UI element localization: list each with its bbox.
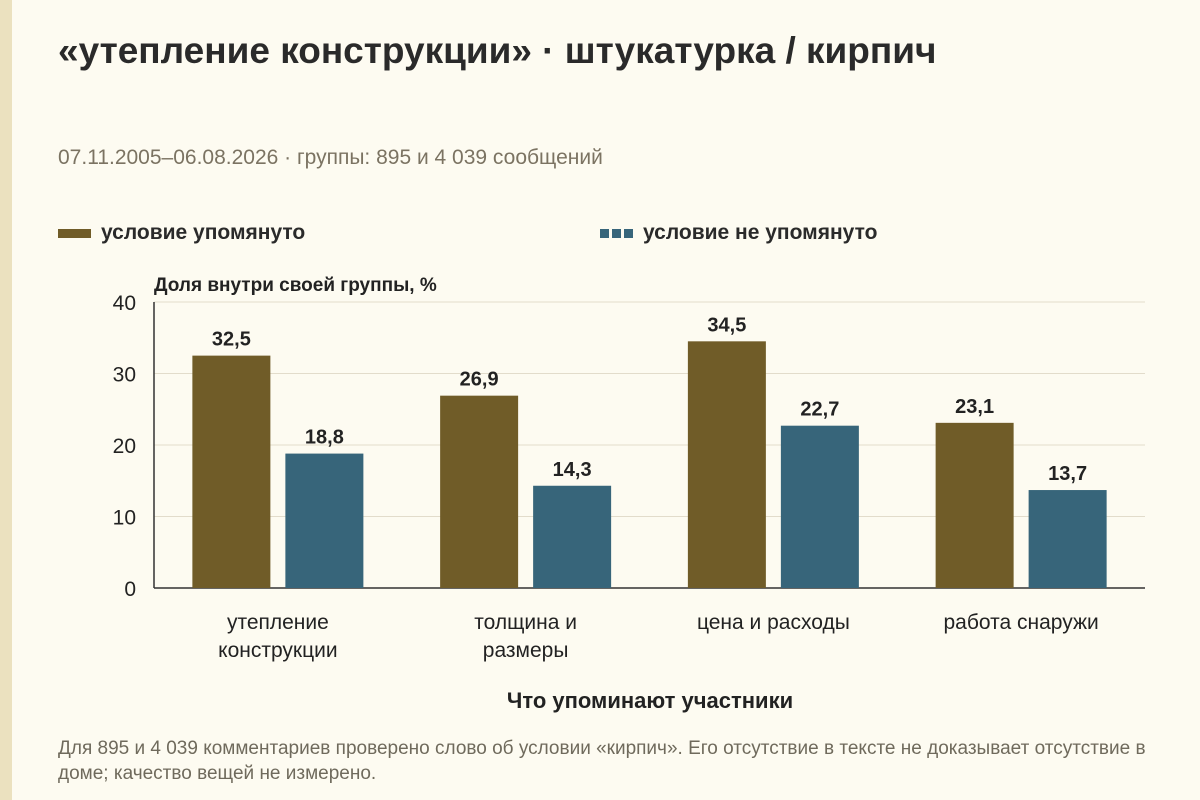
footnote: Для 895 и 4 039 комментариев проверено с… <box>58 738 1146 784</box>
x-tick-label: работа снаружи <box>944 611 1099 634</box>
data-label: 13,7 <box>1048 463 1087 485</box>
chart-subtitle: 07.11.2005–06.08.2026 · группы: 895 и 4 … <box>58 146 603 169</box>
bar-mentioned <box>440 395 519 588</box>
data-label: 18,8 <box>305 427 344 449</box>
legend-item-mentioned: условие упомянуто <box>58 218 305 248</box>
x-tick-label: утепление конструкции <box>218 611 337 662</box>
legend-label-mentioned: условие упомянуто <box>101 221 306 244</box>
y-tick-label: 10 <box>113 507 136 530</box>
x-axis-label: Что упоминают участники <box>507 688 793 713</box>
data-label: 22,7 <box>800 399 839 421</box>
bar-not-mentioned <box>533 485 612 588</box>
data-label: 14,3 <box>553 459 592 481</box>
y-tick-label: 0 <box>124 578 136 601</box>
data-label: 23,1 <box>955 396 994 418</box>
y-tick-label: 40 <box>113 292 136 315</box>
bar-not-mentioned <box>780 425 859 588</box>
legend-item-not-mentioned: условие не упомянуто <box>600 218 877 248</box>
legend-swatch-not-mentioned <box>600 228 633 238</box>
data-label: 32,5 <box>212 329 251 351</box>
bar-mentioned <box>935 422 1014 588</box>
bar-not-mentioned <box>1028 490 1107 588</box>
y-axis-label: Доля внутри своей группы, % <box>154 275 437 296</box>
x-tick-label: цена и расходы <box>697 611 850 634</box>
y-tick-label: 20 <box>113 435 136 458</box>
x-tick-label: толщина и размеры <box>474 611 577 662</box>
bar-not-mentioned <box>285 453 364 588</box>
bar-mentioned <box>192 355 271 588</box>
data-label: 34,5 <box>707 314 746 336</box>
left-edge-bar <box>0 0 12 800</box>
legend-label-not-mentioned: условие не упомянуто <box>643 221 878 244</box>
data-label: 26,9 <box>460 369 499 391</box>
bar-mentioned <box>687 341 766 588</box>
y-tick-label: 30 <box>113 364 136 387</box>
legend-swatch-mentioned <box>58 228 91 238</box>
chart-title: «утепление конструкции» · штукатурка / к… <box>58 30 937 71</box>
